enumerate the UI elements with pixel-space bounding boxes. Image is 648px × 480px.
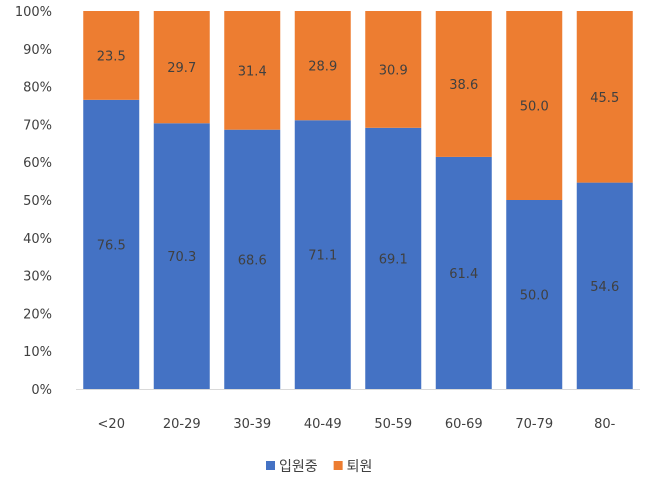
bar-inpatient: [294, 120, 351, 389]
y-tick-label: 70%: [23, 118, 52, 133]
data-label: 28.9: [308, 60, 337, 75]
x-category-label: <20: [98, 417, 125, 432]
data-label: 38.6: [449, 78, 478, 93]
y-tick-label: 40%: [23, 232, 52, 247]
legend-swatch: [266, 461, 275, 470]
bar-discharged: [576, 11, 633, 183]
data-label: 68.6: [238, 253, 267, 268]
x-category-label: 30-39: [233, 417, 271, 432]
x-category-label: 80-: [594, 417, 616, 432]
bar-discharged: [153, 11, 210, 124]
bar-inpatient: [506, 200, 563, 389]
bar-discharged: [83, 11, 140, 100]
legend-label: 퇴원: [347, 459, 373, 475]
bars: 76.5 23.5 70.3 29.7 68.6 31.4 71.1 28.9 69.1 30.9…: [83, 11, 633, 390]
bar-discharged: [506, 11, 563, 200]
bar-discharged: [435, 11, 492, 157]
y-axis: 0% 10% 20% 30% 40% 50% 60% 70% 80% 90% 100%: [15, 5, 52, 398]
y-tick-label: 50%: [23, 194, 52, 209]
bar-inpatient: [153, 123, 210, 390]
data-label: 69.1: [379, 252, 408, 267]
data-label: 50.0: [520, 100, 549, 115]
y-tick-label: 30%: [23, 270, 52, 285]
bar-inpatient: [576, 182, 633, 389]
x-category-label: 40-49: [304, 417, 342, 432]
bar-inpatient: [83, 99, 140, 389]
data-label: 29.7: [167, 61, 196, 76]
data-label: 70.3: [167, 250, 196, 265]
data-label: 54.6: [590, 280, 619, 295]
bar-inpatient: [365, 127, 422, 389]
bar-inpatient: [224, 129, 281, 389]
x-axis: <20 20-29 30-39 40-49 50-59 60-69 70-79 80-: [76, 389, 640, 432]
y-tick-label: 80%: [23, 81, 52, 96]
bar-discharged: [224, 11, 281, 130]
data-label: 23.5: [97, 49, 126, 64]
y-tick-label: 10%: [23, 345, 52, 360]
legend-swatch: [333, 461, 343, 470]
x-category-label: 20-29: [163, 417, 201, 432]
bar-inpatient: [435, 156, 492, 389]
data-label: 31.4: [238, 64, 267, 79]
x-category-label: 60-69: [445, 417, 483, 432]
y-tick-label: 90%: [23, 43, 52, 58]
legend-label: 입원중: [279, 459, 318, 475]
x-category-label: 50-59: [374, 417, 412, 432]
y-tick-label: 20%: [23, 307, 52, 322]
data-label: 76.5: [97, 238, 126, 253]
data-label: 71.1: [308, 249, 337, 264]
data-label: 61.4: [449, 267, 478, 282]
x-category-label: 70-79: [515, 417, 553, 432]
y-tick-label: 60%: [23, 156, 52, 171]
data-label: 30.9: [379, 63, 408, 78]
y-tick-label: 0%: [31, 383, 52, 398]
bar-discharged: [365, 11, 422, 128]
data-label: 45.5: [590, 91, 619, 106]
bar-discharged: [294, 11, 351, 121]
data-label: 50.0: [520, 289, 549, 304]
y-tick-label: 100%: [15, 5, 52, 20]
legend: 입원중 퇴원: [266, 459, 372, 475]
